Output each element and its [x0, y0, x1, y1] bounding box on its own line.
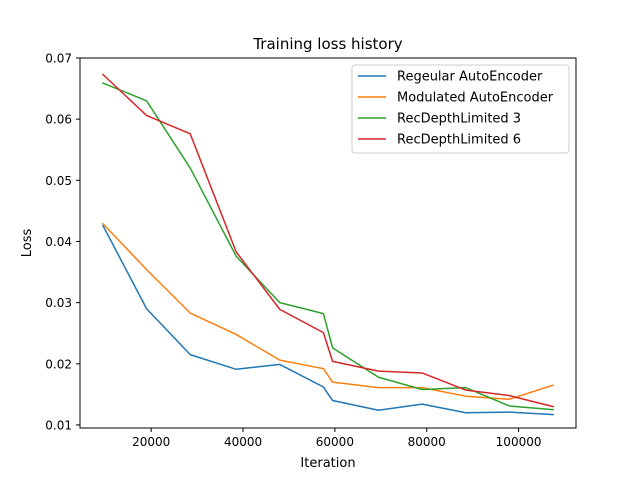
x-tick-label: 60000	[316, 435, 354, 449]
legend-label-4: RecDepthLimited 6	[397, 133, 521, 148]
x-axis-label: Iteration	[300, 456, 355, 471]
y-tick-label: 0.05	[45, 174, 72, 188]
legend: Regeular AutoEncoder Modulated AutoEncode…	[351, 64, 570, 154]
y-tick-label: 0.02	[45, 357, 72, 371]
x-tick-label: 20000	[132, 435, 170, 449]
axes-layer	[79, 57, 577, 429]
y-tick-label: 0.06	[45, 113, 72, 127]
y-tick-label: 0.07	[45, 52, 72, 66]
x-tick-label: 40000	[224, 435, 262, 449]
legend-label-3: RecDepthLimited 3	[397, 112, 521, 127]
legend-label-2: Modulated AutoEncoder	[397, 91, 554, 106]
y-axis-label: Loss	[20, 229, 35, 258]
series-layer	[101, 73, 554, 416]
legend-items: Regeular AutoEncoder Modulated AutoEncode…	[358, 70, 554, 148]
legend-label-1: Regeular AutoEncoder	[397, 70, 543, 85]
chart-title: Training loss history	[252, 35, 402, 53]
plot-frame	[79, 57, 577, 429]
y-tick-label: 0.04	[45, 235, 72, 249]
y-tick-label: 0.03	[45, 296, 72, 310]
x-axis-ticks: 20000 40000 60000 80000 100000	[132, 428, 541, 449]
series-line-1	[101, 224, 554, 416]
series-line-4	[101, 73, 554, 408]
x-tick-label: 80000	[408, 435, 446, 449]
x-tick-label: 100000	[496, 435, 542, 449]
legend-box	[351, 64, 570, 154]
series-line-2	[101, 222, 554, 401]
y-axis-ticks: 0.01 0.02 0.03 0.04 0.05 0.06 0.07	[45, 52, 80, 432]
y-tick-label: 0.01	[45, 418, 72, 432]
